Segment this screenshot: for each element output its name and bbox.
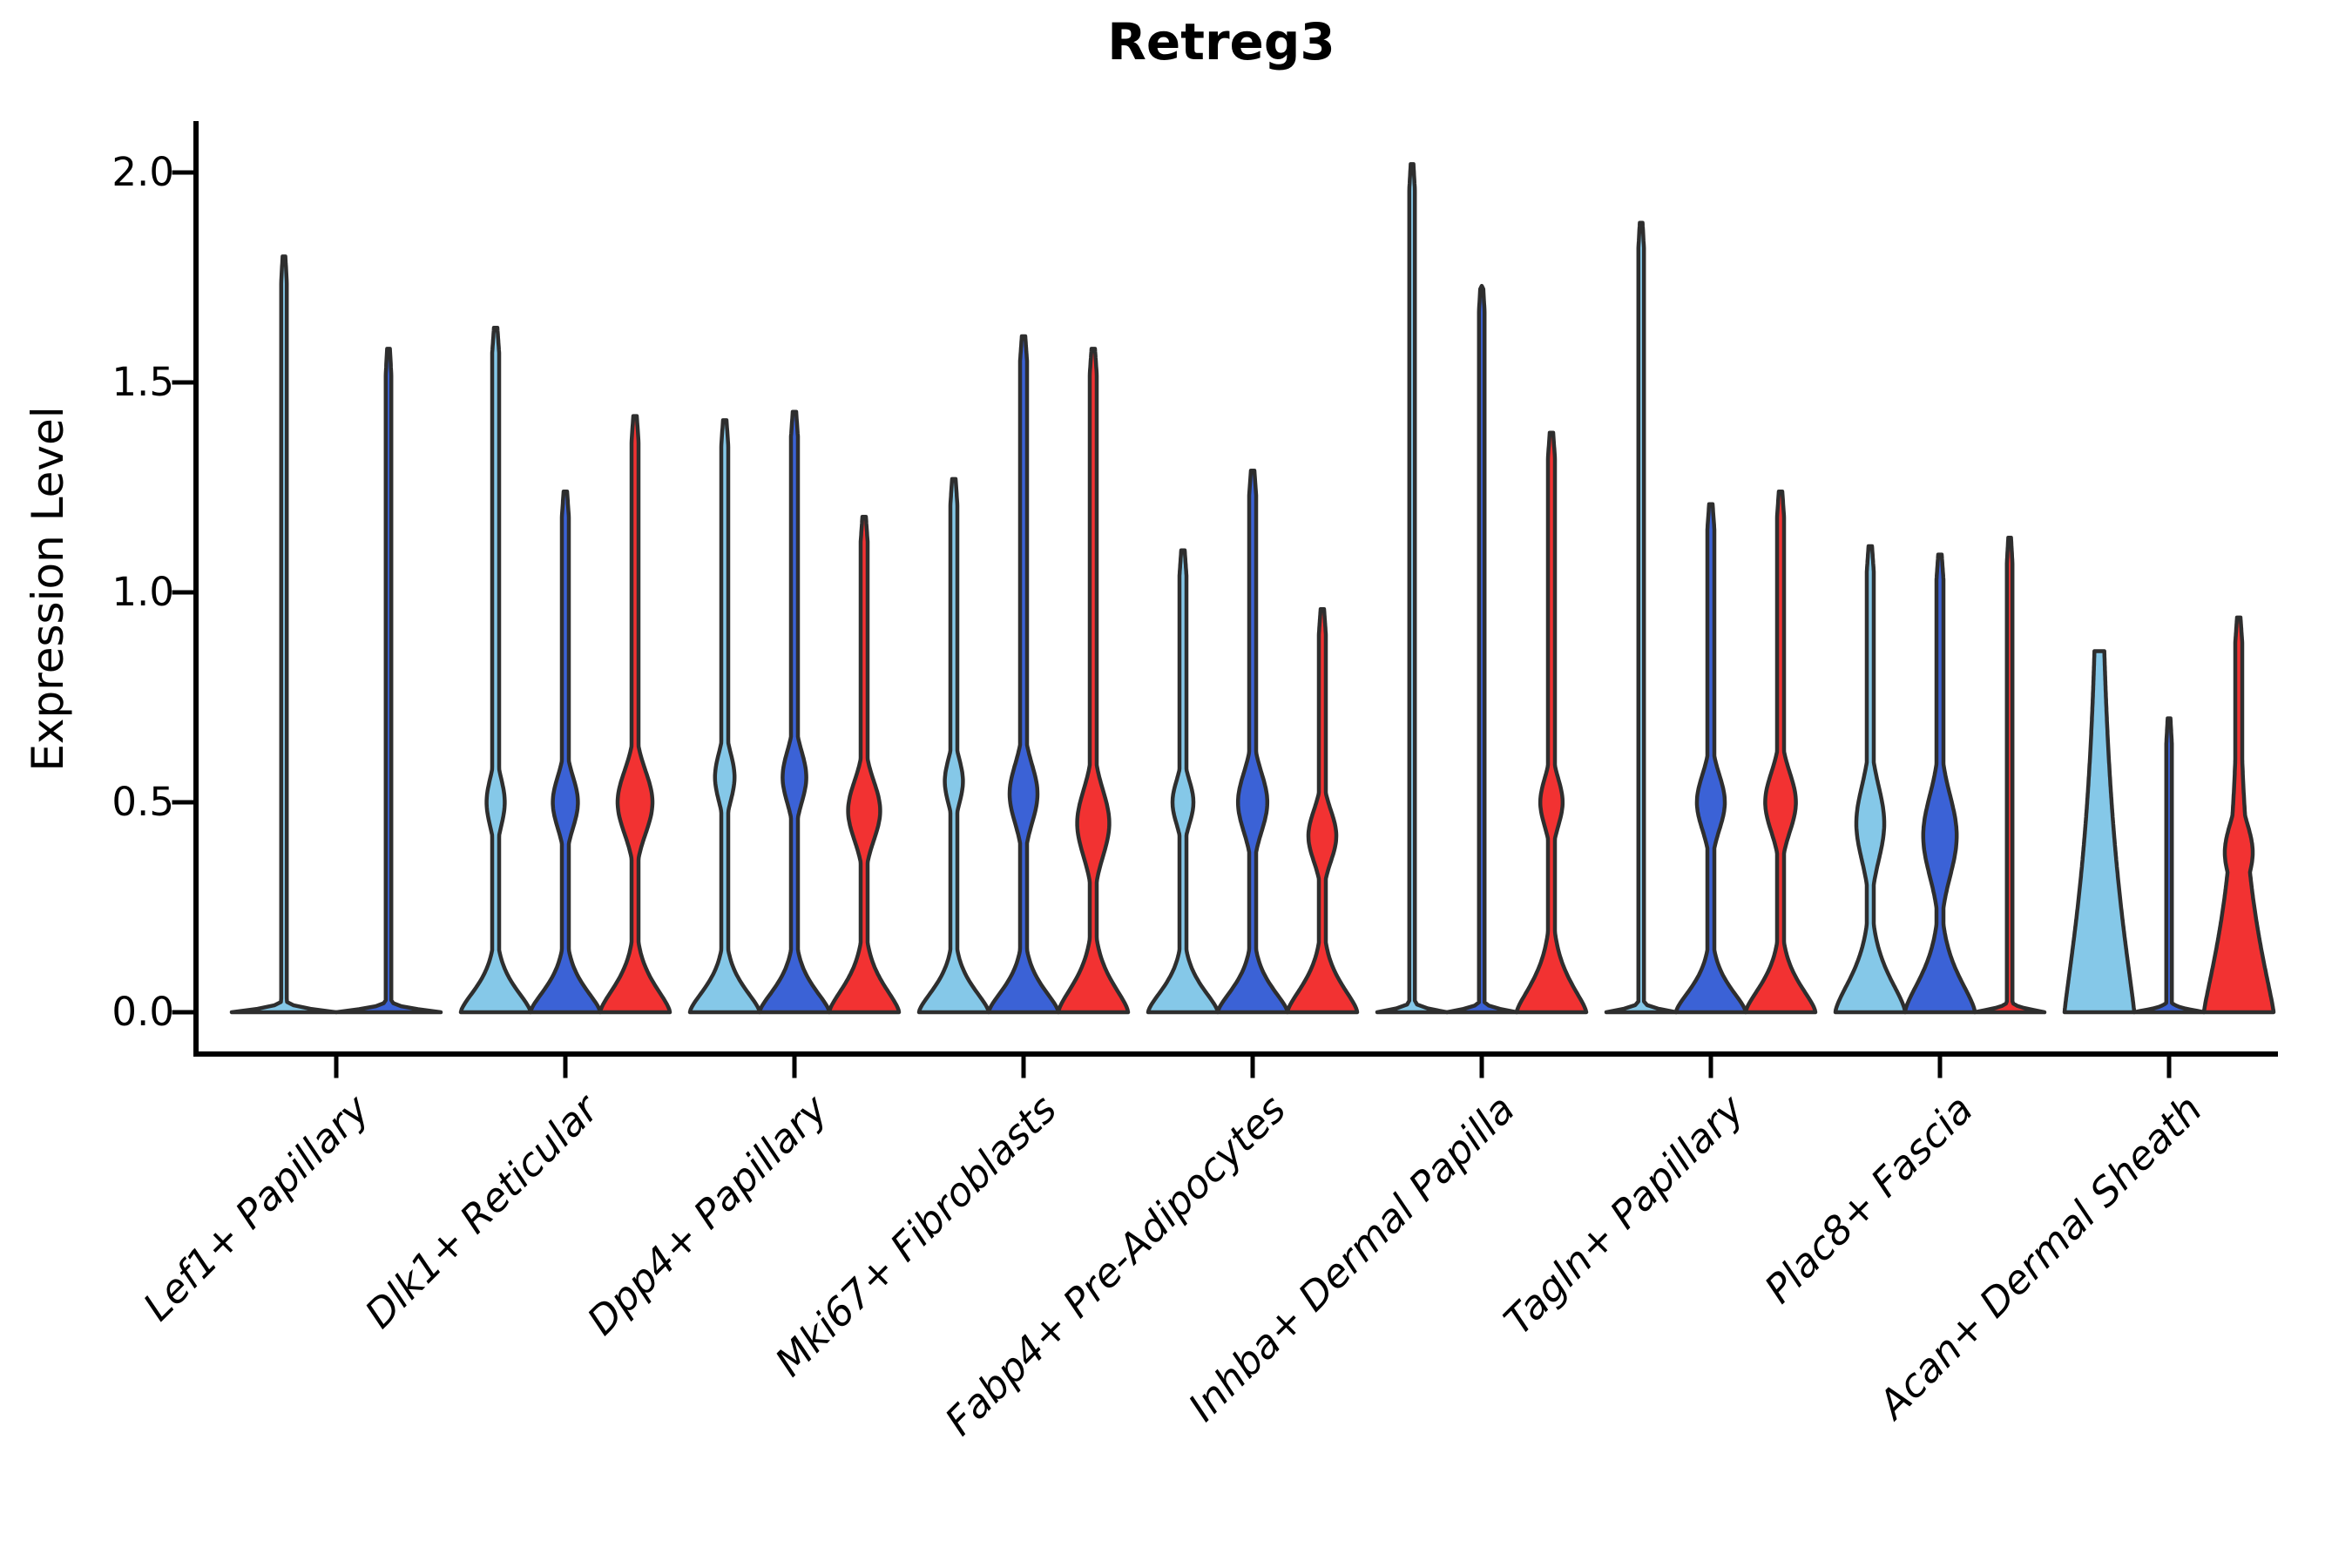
y-tick-label: 0.5 <box>112 779 174 825</box>
violin-1-light_blue <box>229 254 339 1015</box>
violin-7-red <box>1743 490 1818 1015</box>
violin-3-red <box>827 514 902 1015</box>
violin-6-dark_blue <box>1444 283 1519 1015</box>
violin-1-dark_blue <box>334 347 443 1015</box>
violin-4-dark_blue <box>986 334 1061 1015</box>
violin-2-dark_blue <box>528 490 603 1015</box>
violin-5-red <box>1285 607 1360 1015</box>
violin-8-dark_blue <box>1903 552 1977 1015</box>
y-tick-label: 2.0 <box>112 149 174 195</box>
violin-5-dark_blue <box>1215 468 1290 1015</box>
violin-2-red <box>598 414 672 1015</box>
violin-9-dark_blue <box>2132 716 2207 1015</box>
y-tick-label: 0.0 <box>112 989 174 1035</box>
violin-7-dark_blue <box>1673 502 1748 1015</box>
y-tick-label: 1.5 <box>112 359 174 405</box>
violin-3-dark_blue <box>757 409 832 1015</box>
violin-9-red <box>2201 615 2276 1015</box>
violin-4-red <box>1056 347 1131 1015</box>
violin-3-light_blue <box>687 418 762 1015</box>
y-tick-label: 1.0 <box>112 569 174 615</box>
violin-8-red <box>1972 536 2047 1015</box>
violin-5-light_blue <box>1146 548 1220 1015</box>
violin-6-red <box>1514 430 1589 1015</box>
violin-4-light_blue <box>916 476 991 1015</box>
violin-2-light_blue <box>458 326 533 1015</box>
violin-6-light_blue <box>1375 162 1450 1015</box>
violin-7-light_blue <box>1604 220 1679 1015</box>
violin-9-light_blue <box>2062 649 2137 1015</box>
chart-title: Retreg3 <box>1107 12 1335 71</box>
violin-8-light_blue <box>1833 544 1908 1015</box>
